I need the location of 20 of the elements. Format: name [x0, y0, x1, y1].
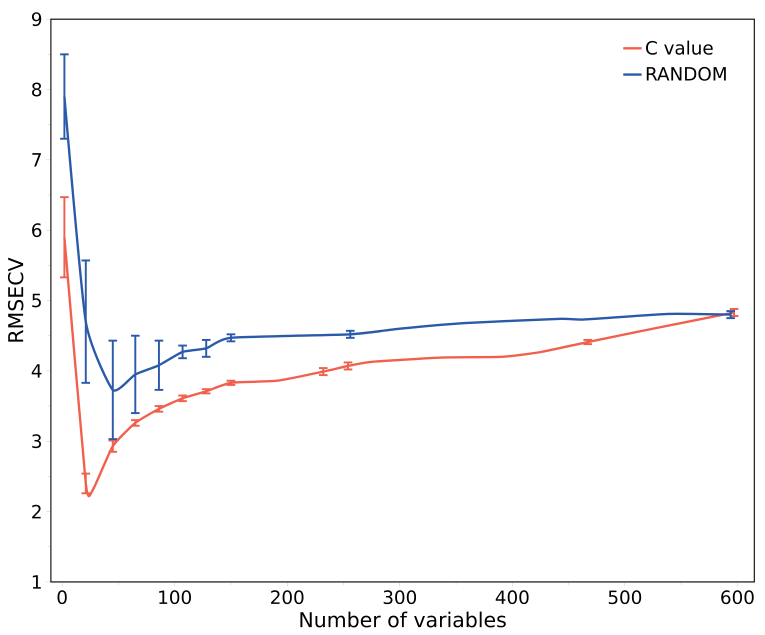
y-tick-label: 7	[32, 153, 41, 166]
x-tick-label: 0	[58, 590, 67, 604]
y-tick-label: 8	[32, 82, 42, 96]
y-tick-label: 1	[32, 575, 41, 588]
y-tick-label: 2	[32, 504, 41, 518]
x-axis-title: Number of variables	[300, 611, 506, 628]
y-axis-title: RMSECV	[8, 257, 24, 342]
x-tick-label: 600	[721, 590, 754, 604]
y-tick-label: 3	[32, 434, 42, 448]
y-tick-label: 5	[32, 294, 41, 308]
y-tick-label: 4	[32, 364, 42, 378]
x-tick-label: 200	[271, 590, 304, 604]
x-tick-label: 300	[384, 590, 416, 604]
y-tick-label: 6	[32, 223, 42, 237]
x-tick-label: 100	[159, 590, 191, 604]
x-tick-label: 500	[608, 590, 642, 604]
y-tick-label: 9	[32, 12, 42, 26]
x-tick-label: 400	[496, 590, 529, 604]
legend-label: RANDOM	[646, 66, 726, 81]
legend-label: C value	[646, 40, 713, 55]
